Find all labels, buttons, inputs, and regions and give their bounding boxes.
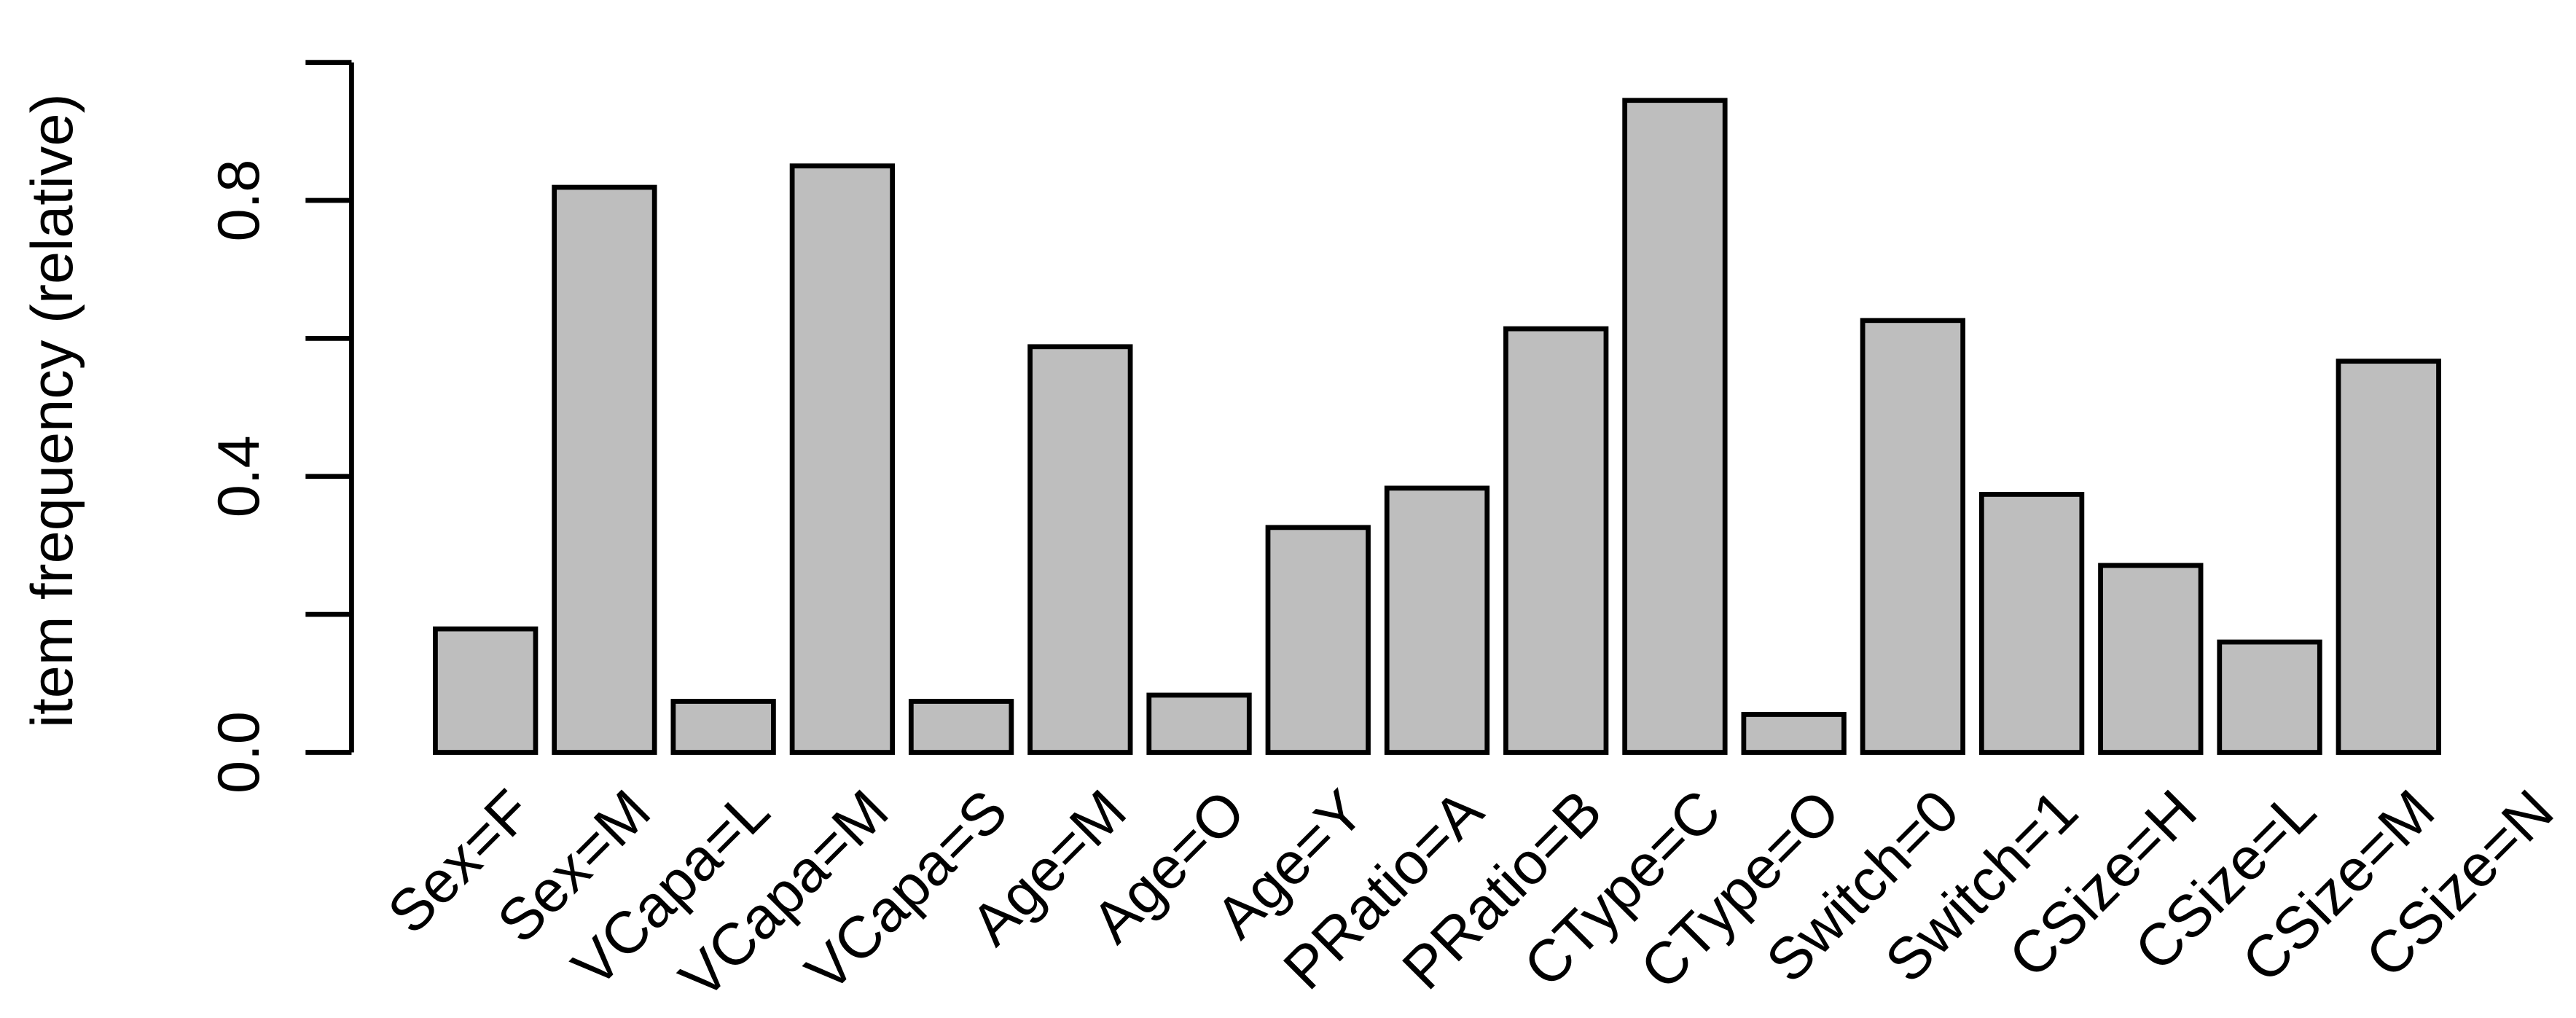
bar [1027, 344, 1133, 755]
bar [1265, 525, 1371, 755]
bar [1622, 98, 1728, 755]
bar [789, 163, 896, 755]
bar [433, 626, 539, 755]
y-tick-label: 0.4 [206, 435, 272, 517]
bar [2098, 563, 2204, 755]
y-tick-label: 0.8 [206, 160, 272, 242]
bar [552, 184, 657, 755]
bar [1503, 326, 1609, 755]
y-tick-label: 0.0 [206, 711, 272, 794]
bar [2336, 359, 2441, 755]
y-axis-title: item frequency (relative) [20, 93, 85, 728]
bar [1384, 485, 1490, 755]
bar [1978, 492, 2085, 755]
bar [908, 699, 1014, 755]
bar [2217, 639, 2322, 755]
bar [670, 699, 776, 755]
bar [1146, 692, 1252, 755]
bar [1741, 712, 1847, 755]
bar [1860, 318, 1966, 755]
